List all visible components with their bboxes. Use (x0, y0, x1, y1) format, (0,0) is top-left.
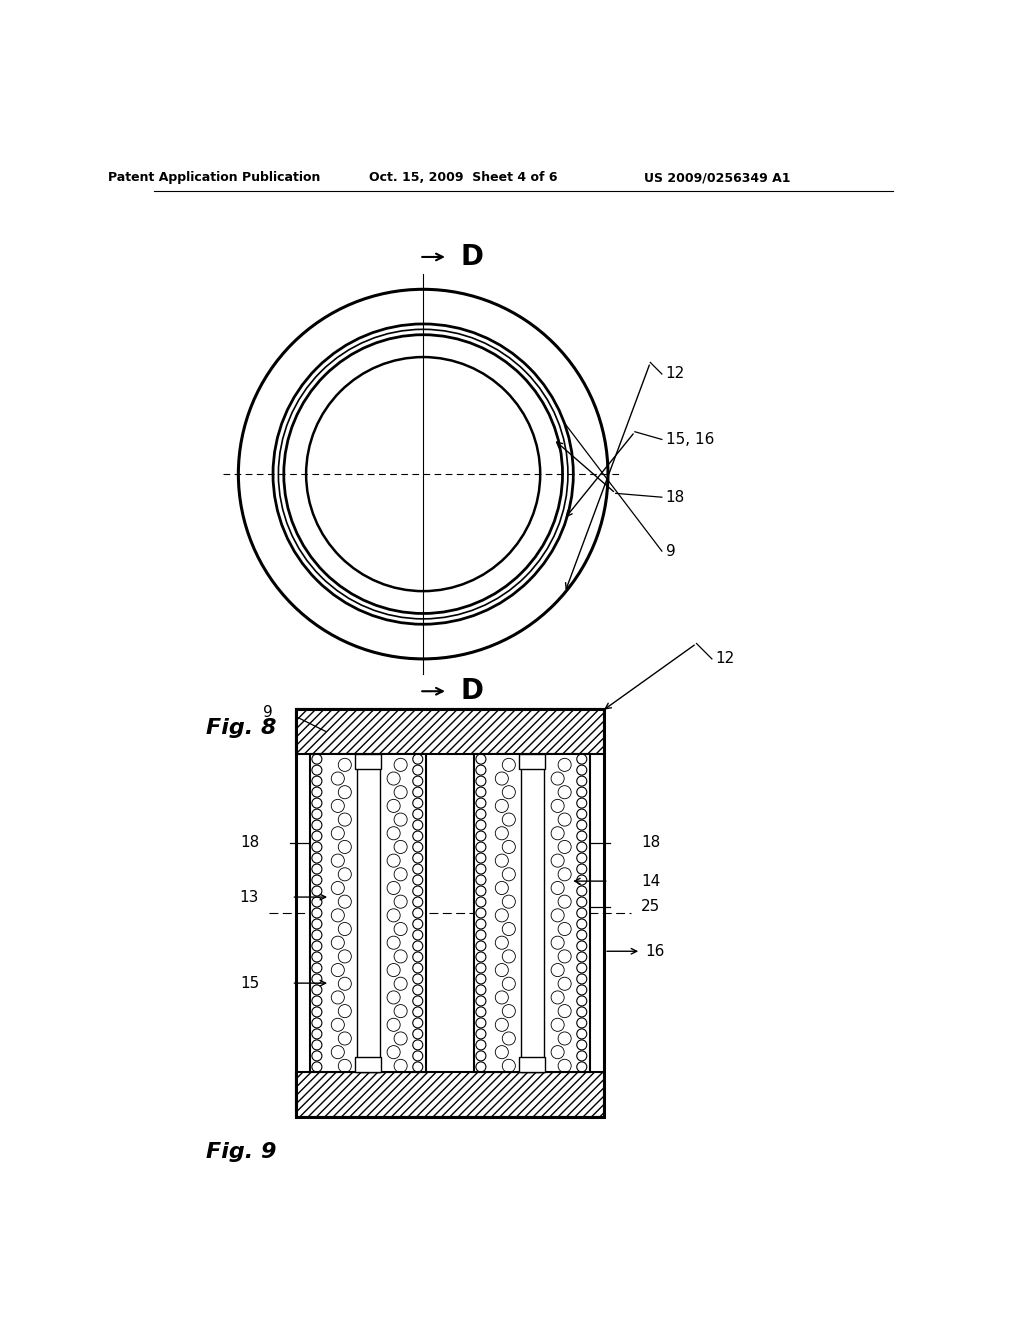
Text: 16: 16 (645, 944, 665, 958)
Text: 14: 14 (641, 874, 660, 888)
Text: 12: 12 (666, 367, 685, 381)
Bar (296, 709, 604, 754)
Text: 25: 25 (641, 899, 660, 915)
Text: D: D (460, 243, 483, 271)
Text: D: D (460, 677, 483, 705)
Bar (310, 754, 426, 1072)
Text: 18: 18 (641, 836, 660, 850)
Text: 9: 9 (263, 705, 273, 721)
Text: 13: 13 (240, 890, 259, 904)
Bar (355, 1057, 381, 1072)
Text: 15: 15 (240, 975, 259, 990)
Text: 12: 12 (716, 651, 735, 667)
Text: US 2009/0256349 A1: US 2009/0256349 A1 (644, 172, 791, 185)
Text: Fig. 9: Fig. 9 (206, 1142, 276, 1162)
Text: 9: 9 (666, 544, 676, 558)
Text: 18: 18 (240, 836, 259, 850)
Text: Oct. 15, 2009  Sheet 4 of 6: Oct. 15, 2009 Sheet 4 of 6 (369, 172, 557, 185)
Text: 15, 16: 15, 16 (666, 432, 714, 447)
Bar (519, 754, 545, 770)
Bar (355, 754, 381, 770)
Text: Patent Application Publication: Patent Application Publication (108, 172, 319, 185)
Text: 18: 18 (666, 490, 685, 504)
Bar (474, 754, 590, 1072)
Bar (356, 754, 380, 1072)
Bar (296, 1072, 604, 1117)
Text: Fig. 8: Fig. 8 (206, 718, 276, 738)
Bar (519, 1057, 545, 1072)
Bar (296, 709, 604, 1117)
Bar (520, 754, 544, 1072)
